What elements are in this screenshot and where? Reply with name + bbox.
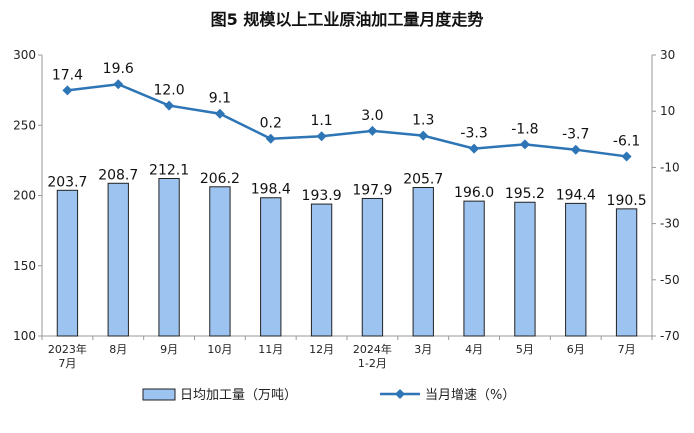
bar-value-label: 190.5 — [607, 193, 647, 209]
bar-value-label: 197.9 — [352, 182, 392, 198]
x-tick-label: 10月 — [207, 343, 232, 356]
growth-line — [67, 82, 627, 158]
line-point — [621, 151, 632, 162]
y-left-tick-label: 300 — [13, 48, 36, 62]
bar-value-label: 198.4 — [251, 182, 291, 198]
line-value-label: -6.1 — [613, 133, 640, 149]
line-point — [164, 100, 175, 111]
x-tick-label: 7月 — [58, 357, 76, 370]
bar — [565, 202, 587, 337]
line-value-label: 3.0 — [361, 108, 383, 124]
x-tick-label: 3月 — [414, 343, 432, 356]
x-tick-label: 11月 — [258, 343, 283, 356]
x-tick-label: 1-2月 — [358, 357, 387, 370]
x-tick-label: 8月 — [109, 343, 127, 356]
chart-title: 图5 规模以上工业原油加工量月度走势 — [211, 10, 484, 29]
line-point — [113, 79, 124, 90]
bar — [361, 197, 384, 337]
line-point — [316, 131, 327, 142]
bar — [56, 189, 79, 337]
y-left-tick-label: 250 — [13, 118, 36, 132]
line-point — [570, 144, 581, 155]
line-value-label: -3.7 — [562, 127, 589, 143]
x-tick-label: 7月 — [618, 343, 636, 356]
legend-line-label: 当月增速（%） — [425, 388, 515, 403]
line-value-label: 17.4 — [52, 67, 83, 83]
line-value-label: 12.0 — [153, 83, 184, 99]
x-tick-label: 5月 — [516, 343, 534, 356]
bar-value-label: 212.1 — [149, 162, 189, 178]
y-right-tick-label: 10 — [660, 104, 675, 118]
bar-value-label: 208.7 — [98, 167, 138, 183]
bar-value-label: 193.9 — [302, 188, 342, 204]
line-point — [519, 139, 530, 150]
bar — [260, 197, 282, 337]
line-value-label: -1.8 — [511, 121, 538, 137]
bar — [209, 186, 231, 337]
line-value-label: 1.3 — [412, 113, 434, 129]
x-tick-label: 2024年 — [353, 342, 392, 356]
legend-line-marker — [395, 389, 405, 399]
line-value-label: 9.1 — [209, 91, 231, 107]
plot-area: 100150200250300-70-50-30-1010302023年7月8月… — [13, 48, 680, 370]
bar-value-label: 196.0 — [454, 185, 494, 201]
y-right-tick-label: -10 — [660, 160, 680, 174]
y-left-tick-label: 150 — [13, 259, 36, 273]
line-point — [418, 130, 429, 141]
bar-value-label: 205.7 — [403, 171, 443, 187]
legend-bar-swatch — [142, 388, 176, 401]
bar-value-label: 195.2 — [505, 186, 545, 202]
line-point — [265, 133, 276, 144]
x-tick-label: 4月 — [465, 343, 483, 356]
x-tick-label: 12月 — [309, 343, 334, 356]
bar — [615, 208, 638, 337]
line-value-label: 19.6 — [103, 61, 134, 77]
line-point — [367, 125, 378, 136]
y-right-tick-label: -70 — [660, 329, 680, 343]
line-point — [469, 143, 480, 154]
bar — [514, 201, 536, 337]
x-tick-label: 2023年 — [48, 342, 87, 356]
legend: 日均加工量（万吨） 当月增速（%） — [142, 388, 515, 403]
y-left-tick-label: 100 — [13, 329, 36, 343]
bar-value-label: 194.4 — [556, 187, 596, 203]
x-tick-label: 6月 — [567, 343, 585, 356]
bar-value-label: 203.7 — [47, 174, 87, 190]
bar — [463, 200, 485, 337]
line-value-label: 1.1 — [310, 113, 332, 129]
y-right-tick-label: -50 — [660, 273, 680, 287]
legend-bar-label: 日均加工量（万吨） — [180, 388, 297, 403]
bar — [310, 203, 333, 337]
y-right-tick-label: 30 — [660, 48, 675, 62]
bar — [107, 182, 129, 337]
line-value-label: -3.3 — [460, 126, 487, 142]
bar — [412, 186, 434, 337]
y-right-tick-label: -30 — [660, 217, 680, 231]
line-point — [214, 108, 225, 119]
x-tick-label: 9月 — [160, 343, 178, 356]
bar-value-label: 206.2 — [200, 171, 240, 187]
bar — [158, 177, 180, 337]
y-left-tick-label: 200 — [13, 189, 36, 203]
line-value-label: 0.2 — [260, 116, 282, 132]
line-point — [62, 85, 73, 96]
